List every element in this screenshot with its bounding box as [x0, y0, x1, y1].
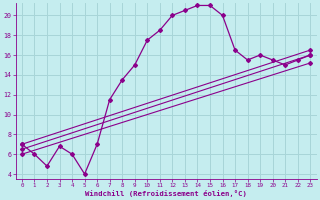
X-axis label: Windchill (Refroidissement éolien,°C): Windchill (Refroidissement éolien,°C)	[85, 190, 247, 197]
